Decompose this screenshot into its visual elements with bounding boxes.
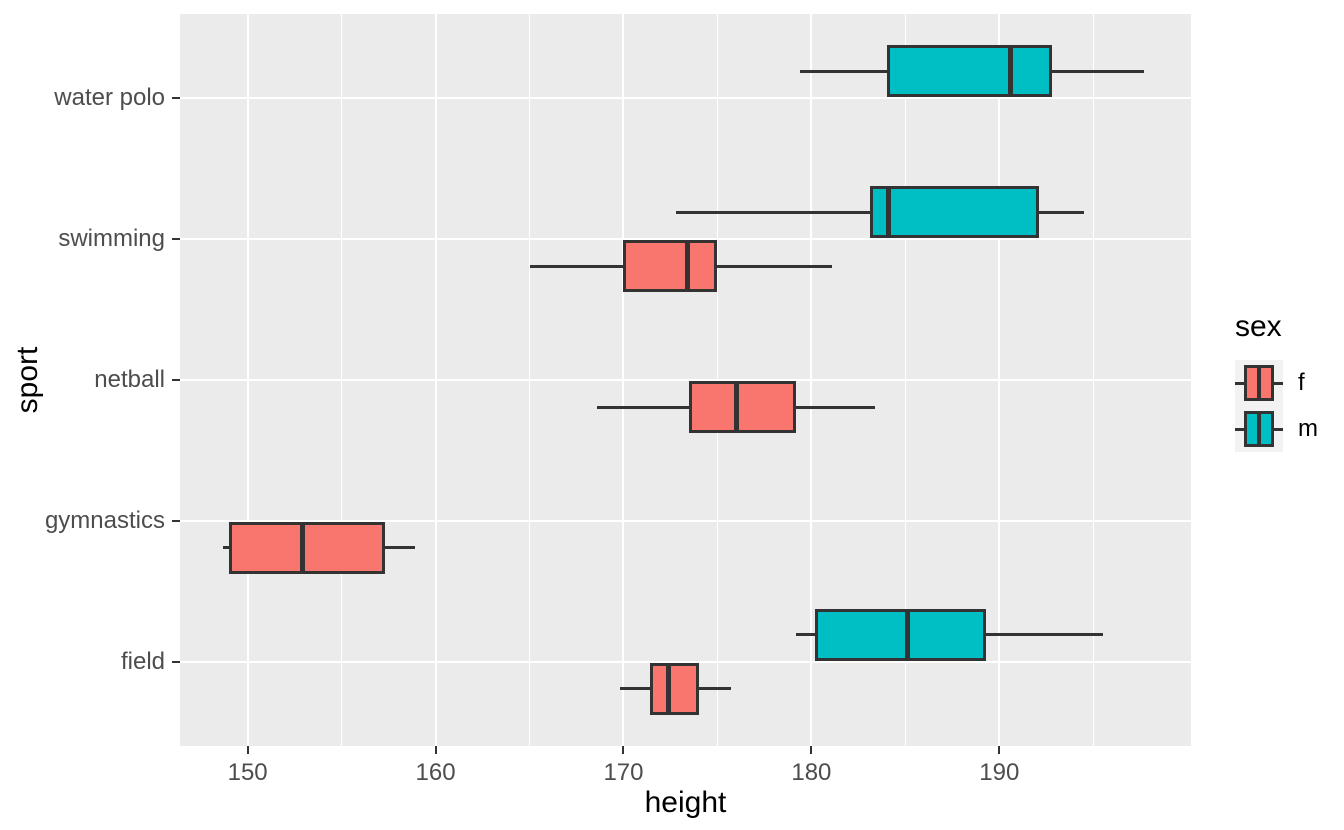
boxplot-box-field-m	[815, 608, 987, 661]
whisker-lower-field-m	[796, 633, 816, 637]
y-tick	[172, 519, 180, 522]
legend-key-boxplot-icon	[1235, 406, 1283, 452]
whisker-upper-swimming-m	[1038, 210, 1084, 214]
legend-key-median	[1257, 411, 1261, 447]
whisker-lower-swimming-m	[676, 210, 870, 214]
legend-key-boxplot-icon	[1235, 360, 1283, 406]
gridline-major-horizontal	[180, 238, 1191, 241]
whisker-lower-netball-f	[597, 405, 690, 409]
whisker-upper-water-polo-m	[1051, 69, 1145, 73]
whisker-lower-water-polo-m	[800, 69, 887, 73]
y-tick-label: netball	[94, 366, 165, 393]
legend-label: f	[1298, 369, 1305, 396]
whisker-upper-field-f	[698, 687, 731, 691]
whisker-upper-gymnastics-f	[384, 546, 415, 550]
boxplot-box-field-f	[649, 662, 699, 715]
boxplot-box-swimming-f	[623, 240, 718, 293]
median-line-field-f	[666, 662, 672, 715]
y-tick	[172, 238, 180, 241]
median-line-gymnastics-f	[299, 521, 305, 574]
y-tick-label: gymnastics	[44, 506, 165, 534]
boxplot-box-water-polo-m	[886, 45, 1052, 98]
y-tick-label: field	[120, 647, 165, 675]
x-tick	[434, 746, 437, 754]
gridline-major-horizontal	[180, 97, 1191, 100]
x-tick	[622, 746, 625, 754]
x-tick-label: 170	[603, 759, 644, 786]
y-tick	[172, 379, 180, 381]
legend-label: m	[1298, 415, 1318, 442]
whisker-lower-gymnastics-f	[223, 546, 229, 550]
boxplot-box-swimming-m	[869, 186, 1039, 239]
x-tick-label: 190	[979, 759, 1020, 786]
median-line-swimming-f	[684, 240, 690, 293]
y-tick-label: water polo	[54, 84, 165, 112]
median-line-field-m	[904, 608, 910, 661]
whisker-lower-swimming-f	[529, 264, 624, 268]
gridline-major-horizontal	[180, 379, 1191, 381]
legend-entry-m: m	[1235, 406, 1318, 452]
median-line-water-polo-m	[1008, 45, 1014, 98]
boxplot-box-netball-f	[689, 381, 797, 433]
x-tick-label: 180	[791, 759, 832, 786]
median-line-netball-f	[733, 381, 739, 433]
boxplot-box-gymnastics-f	[228, 521, 385, 574]
whisker-upper-netball-f	[796, 405, 876, 409]
legend-title: sex	[1235, 310, 1282, 343]
x-tick	[246, 746, 249, 754]
median-line-swimming-m	[885, 186, 891, 239]
y-axis-title: sport	[11, 346, 44, 414]
whisker-upper-swimming-f	[717, 264, 833, 268]
y-tick	[172, 660, 180, 663]
gridline-major-horizontal	[180, 519, 1191, 522]
gridline-major-horizontal	[180, 660, 1191, 663]
legend-key-median	[1257, 365, 1261, 401]
whisker-upper-field-m	[986, 633, 1103, 637]
y-tick	[172, 97, 180, 100]
plot-panel	[180, 14, 1191, 746]
x-axis-title: height	[644, 786, 727, 819]
x-tick	[810, 746, 813, 754]
x-tick-label: 160	[415, 759, 456, 786]
whisker-lower-field-f	[619, 687, 650, 691]
legend-entry-f: f	[1235, 360, 1318, 406]
x-tick-label: 150	[227, 759, 268, 786]
y-tick-label: swimming	[58, 225, 165, 253]
x-tick	[998, 746, 1001, 754]
